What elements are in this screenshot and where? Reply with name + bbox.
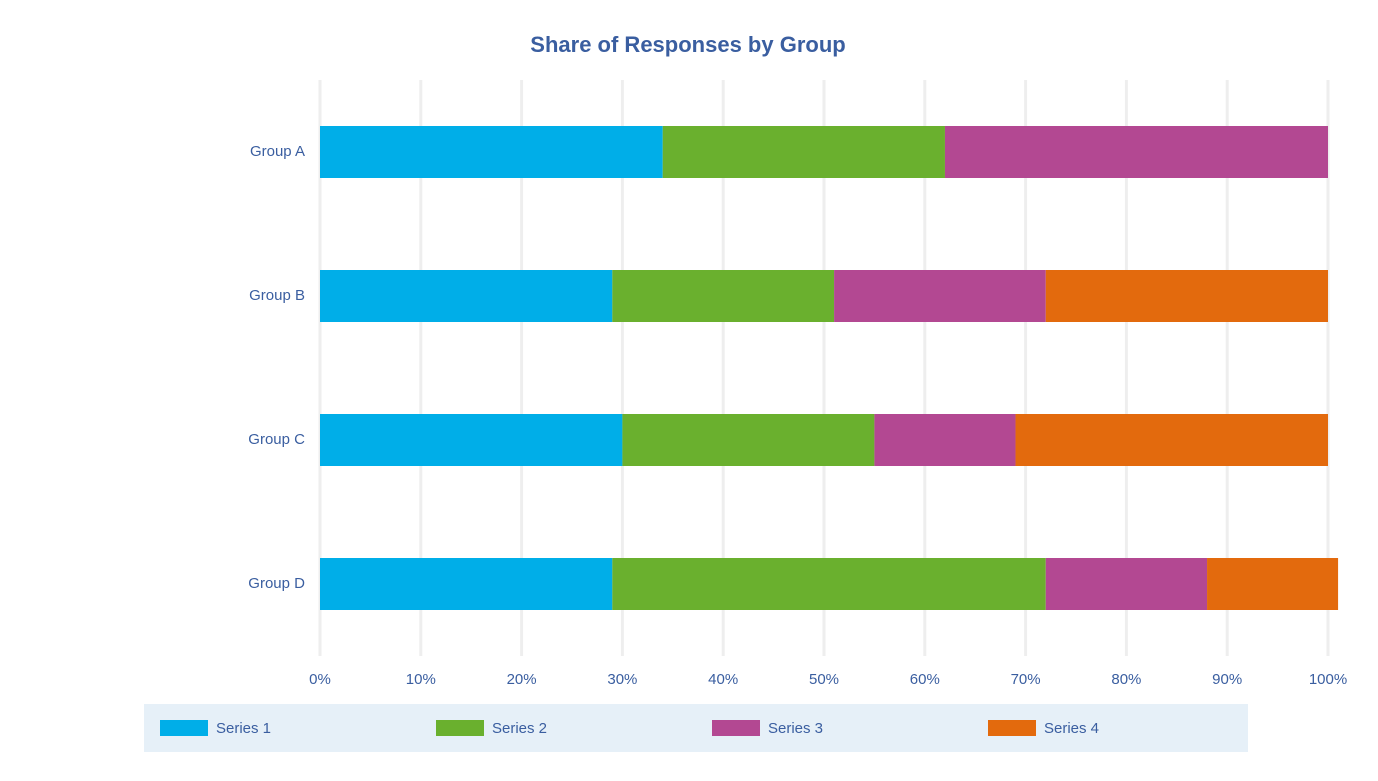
bar-segment <box>320 126 663 178</box>
bar-segment <box>612 270 835 322</box>
legend-box <box>144 704 1248 752</box>
bar-segment <box>1207 558 1339 610</box>
x-tick-label: 60% <box>910 671 940 688</box>
bar-segment <box>834 270 1046 322</box>
x-tick-label: 30% <box>607 671 637 688</box>
x-tick-label: 100% <box>1309 671 1347 688</box>
x-tick-label: 10% <box>406 671 436 688</box>
x-tick-label: 90% <box>1212 671 1242 688</box>
chart-title: Share of Responses by Group <box>530 32 845 57</box>
legend-label: Series 4 <box>1044 720 1099 737</box>
y-tick-label: Group D <box>248 575 305 592</box>
bar-segment <box>622 414 875 466</box>
legend-label: Series 2 <box>492 720 547 737</box>
bar-segment <box>944 126 1328 178</box>
y-tick-label: Group C <box>248 431 305 448</box>
bar-segment <box>662 126 945 178</box>
y-tick-label: Group B <box>249 287 305 304</box>
x-tick-label: 0% <box>309 671 331 688</box>
bar-segment <box>320 558 613 610</box>
legend-swatch <box>436 720 484 736</box>
legend-swatch <box>160 720 208 736</box>
x-tick-label: 40% <box>708 671 738 688</box>
bar-segment <box>1015 414 1328 466</box>
x-tick-label: 50% <box>809 671 839 688</box>
bar-segment <box>320 270 613 322</box>
x-tick-label: 20% <box>507 671 537 688</box>
bar-segment <box>1045 270 1328 322</box>
x-tick-label: 70% <box>1011 671 1041 688</box>
bar-segment <box>874 414 1016 466</box>
legend-label: Series 1 <box>216 720 271 737</box>
x-tick-label: 80% <box>1111 671 1141 688</box>
legend-swatch <box>712 720 760 736</box>
legend-swatch <box>988 720 1036 736</box>
bar-segment <box>1045 558 1208 610</box>
bar-segment <box>612 558 1046 610</box>
bar-segment <box>320 414 623 466</box>
y-tick-label: Group A <box>250 143 305 160</box>
legend-label: Series 3 <box>768 720 823 737</box>
